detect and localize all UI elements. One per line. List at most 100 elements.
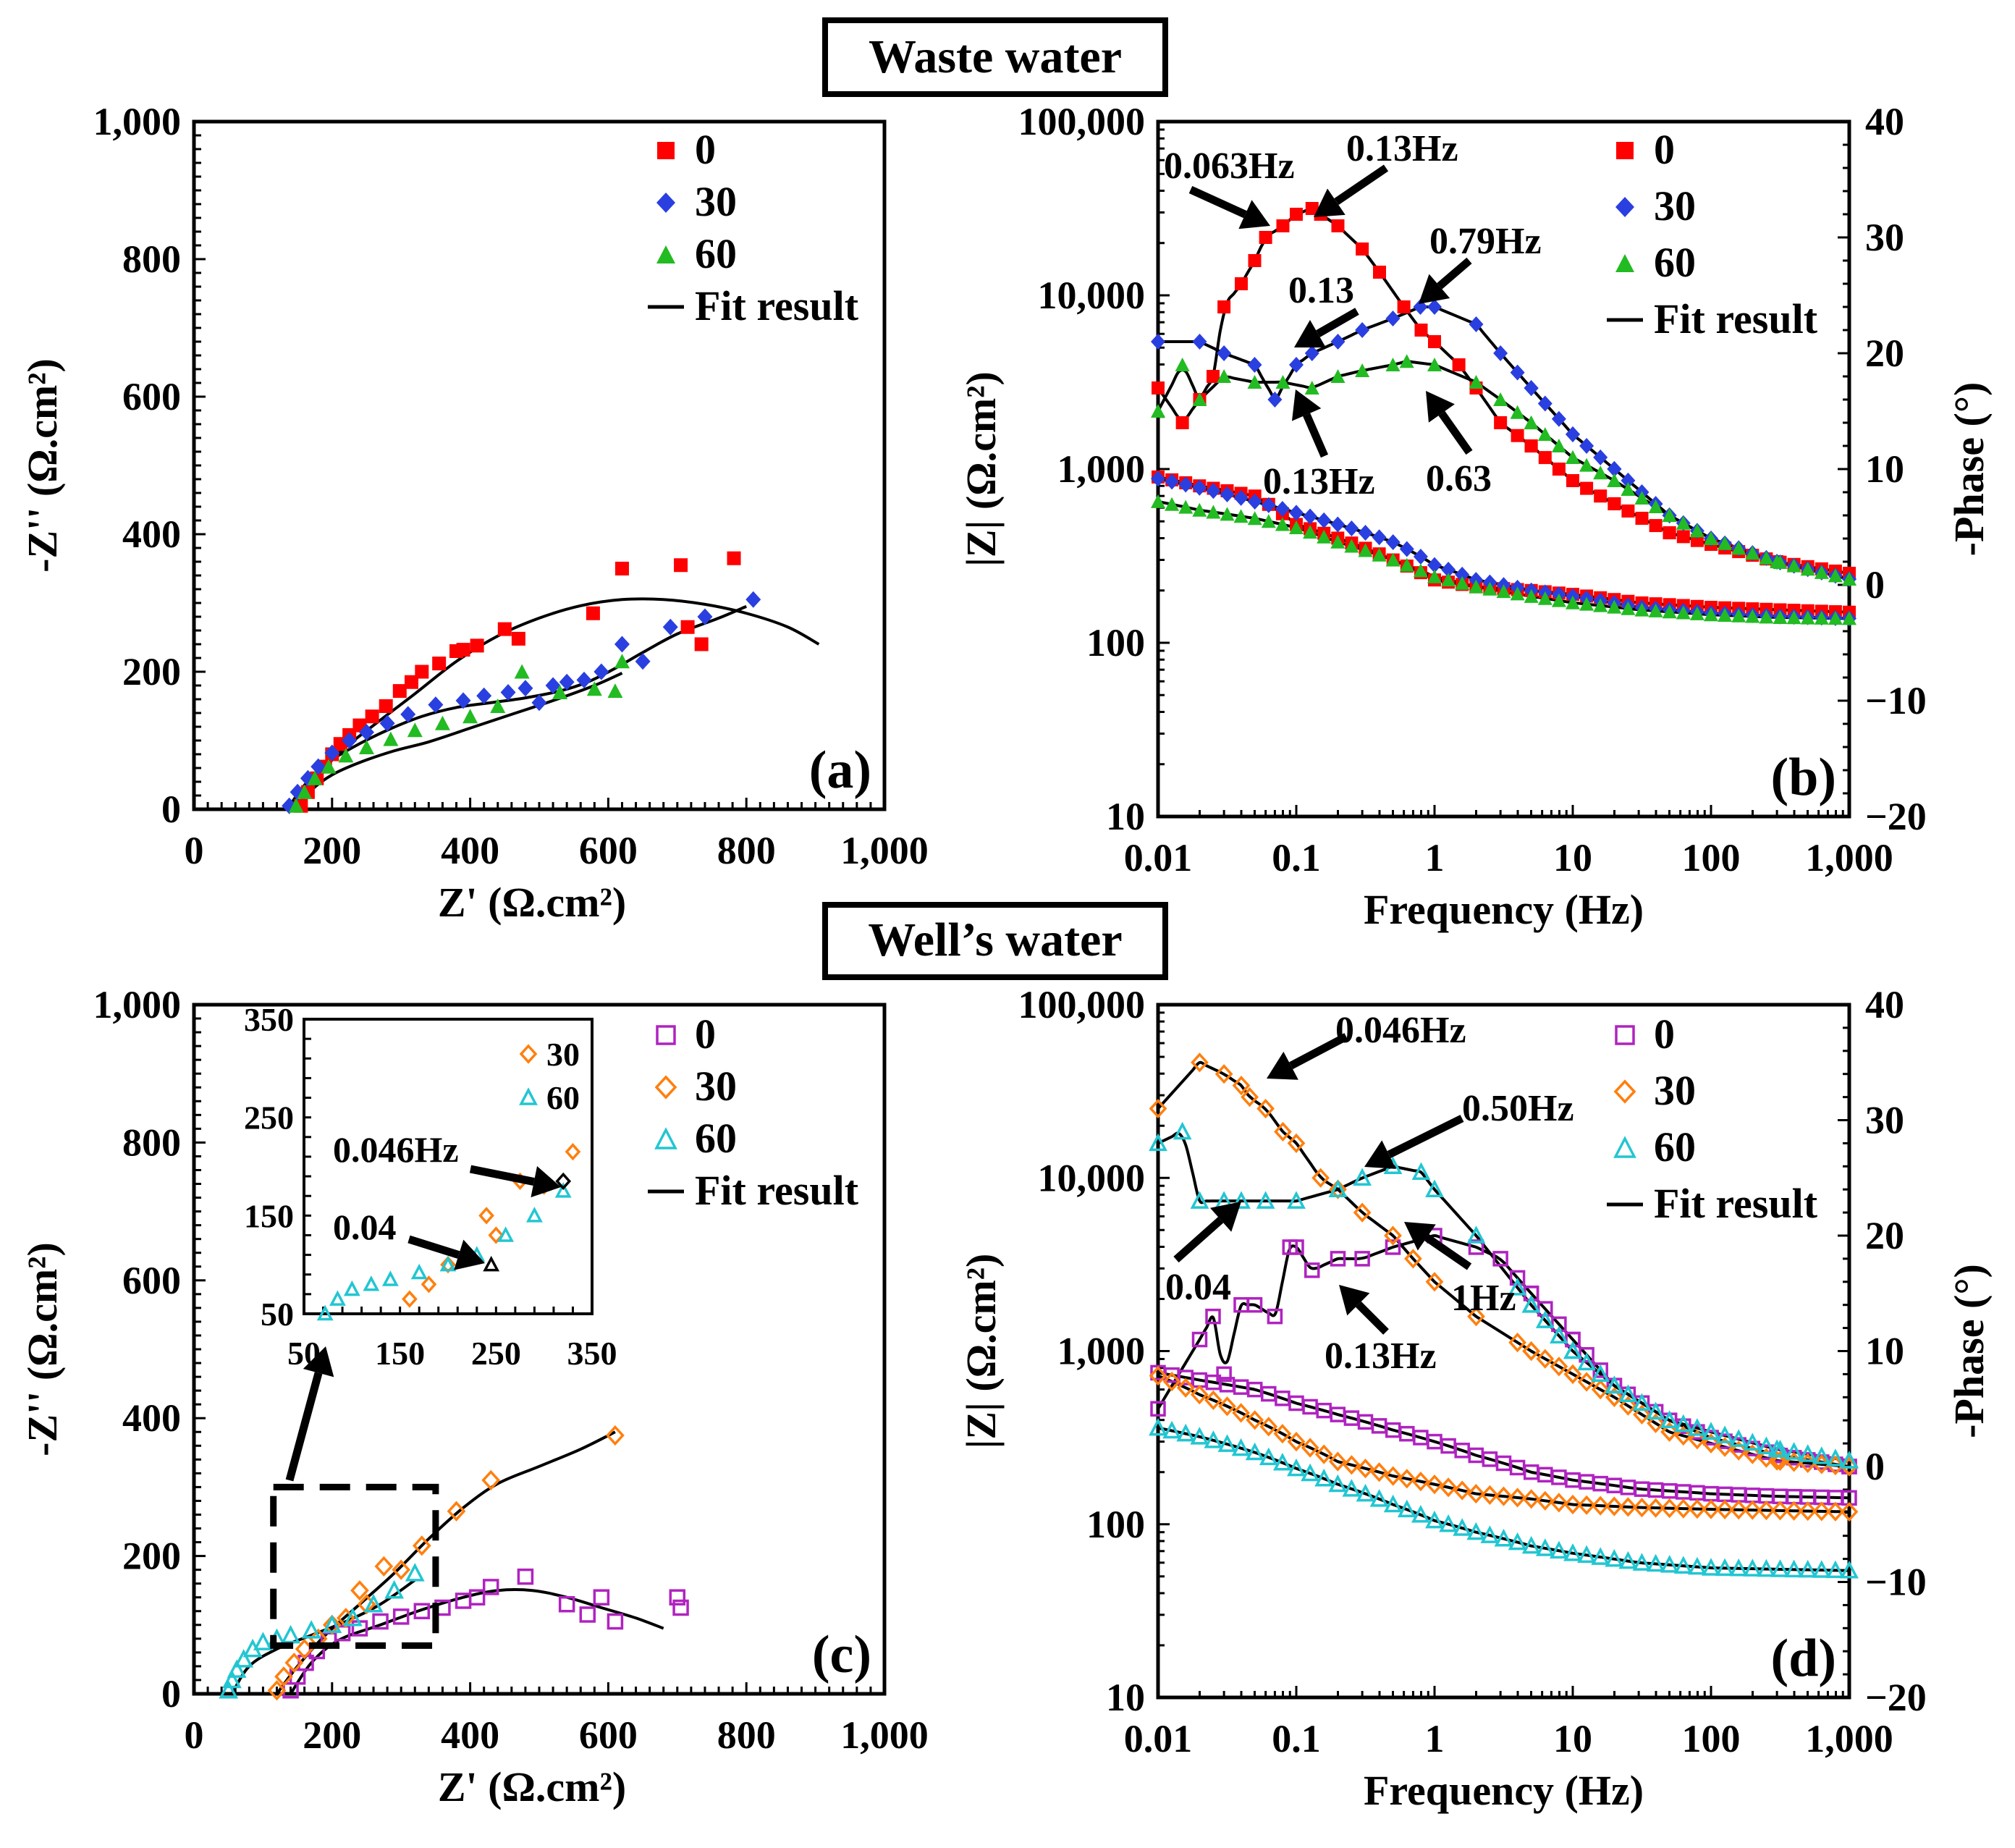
x-tick-label: 1,000: [1805, 1717, 1893, 1760]
phase-point: [1591, 1364, 1610, 1383]
inset-highlight-0046: [555, 1172, 572, 1190]
phase-point: [1384, 1225, 1402, 1246]
annotation-label-1: 0.50Hz: [1462, 1088, 1574, 1129]
annotation-arrow-4-shaft: [1303, 413, 1329, 458]
impedance-point: [1261, 497, 1276, 513]
y-axis-label: -Z'' (Ω.cm²): [19, 1242, 66, 1456]
phase-point: [1247, 357, 1262, 373]
impedance-point: [1301, 1463, 1319, 1482]
data-point: [379, 699, 393, 713]
legend-label: 30: [1654, 182, 1696, 229]
impedance-point: [1799, 1501, 1817, 1522]
phase-point: [1773, 555, 1788, 570]
phase-point: [1149, 1098, 1167, 1119]
legend-label: Fit result: [1654, 295, 1818, 342]
phase-point: [1647, 1413, 1665, 1433]
phase-point: [1468, 1239, 1484, 1255]
data-point: [579, 1606, 596, 1623]
impedance-point: [1427, 557, 1442, 573]
phase-point: [1648, 499, 1663, 514]
annotation-arrow-4-shaft: [1355, 1301, 1389, 1335]
inset-point-60: [343, 1280, 360, 1296]
annotation-arrow-5-shaft: [1438, 410, 1473, 455]
phase-point: [1715, 1437, 1734, 1457]
annotation-arrow-2-shaft: [1437, 257, 1472, 290]
impedance-point: [1233, 489, 1249, 506]
data-point: [447, 1501, 466, 1522]
impedance-point: [1356, 1459, 1374, 1479]
phase-point: [1536, 1349, 1555, 1369]
y-tick-label: 10: [1106, 1676, 1145, 1719]
impedance-point: [1328, 1474, 1348, 1493]
impedance-point: [1330, 516, 1346, 533]
annotation-arrow-4: [1339, 1285, 1389, 1335]
data-point: [545, 677, 561, 694]
inset-x-tick-label: 250: [471, 1335, 521, 1372]
data-point: [455, 692, 471, 709]
impedance-point: [1165, 473, 1180, 490]
series-30: [1149, 1052, 1859, 1522]
impedance-point: [1245, 1442, 1264, 1461]
x-tick-label: 200: [303, 829, 361, 872]
impedance-point: [1729, 1500, 1748, 1520]
series-60: [1149, 1121, 1859, 1579]
inset-y-tick-label: 50: [261, 1296, 294, 1333]
phase-point: [1508, 1278, 1527, 1296]
phase-point: [1662, 508, 1677, 523]
impedance-point: [1718, 608, 1733, 623]
phase-point: [1152, 381, 1165, 395]
y-tick-label: 200: [122, 650, 181, 693]
x-axis-label: Z' (Ω.cm²): [438, 879, 626, 926]
x-tick-label: 0.1: [1272, 836, 1321, 879]
phase-point: [1579, 437, 1594, 454]
data-point: [307, 770, 323, 785]
panel-d-bode-well: 0.01 0.1 1 10 100 1,000101001,00010,000100,00…: [958, 983, 1993, 1814]
impedance-point: [1176, 1377, 1195, 1398]
panel-label: (d): [1771, 1629, 1836, 1688]
phase-point: [1493, 345, 1508, 361]
phase-point: [1397, 300, 1411, 313]
data-point: [412, 1535, 431, 1556]
phase-point: [1563, 1341, 1582, 1359]
impedance-point: [1480, 1525, 1500, 1543]
inset-x-tick-label: 350: [567, 1335, 617, 1372]
inset-point-60: [410, 1263, 428, 1280]
y-tick-label: 100,000: [1018, 100, 1146, 143]
series-30: [267, 1425, 625, 1701]
phase-point: [1330, 369, 1346, 383]
y-tick-label: 800: [122, 237, 181, 281]
impedance-point: [1469, 579, 1484, 594]
phase-point: [1267, 392, 1283, 408]
impedance-point: [1151, 494, 1165, 508]
impedance-point: [1453, 1480, 1471, 1501]
impedance-point: [1773, 609, 1788, 624]
impedance-point: [1535, 1538, 1555, 1556]
impedance-point: [1481, 1485, 1499, 1505]
phase-point: [1828, 568, 1843, 583]
phase-point: [1246, 1296, 1263, 1313]
impedance-point: [1206, 505, 1221, 519]
inset-x-tick-label: 150: [375, 1335, 425, 1372]
impedance-point: [1759, 609, 1774, 624]
phase-point: [1151, 334, 1165, 350]
fit-phase-30: [1158, 305, 1850, 581]
impedance-point: [1178, 476, 1194, 493]
inset-chart: 50 150 250 350 50 150 250 350 30 60 0.046Hz 0.04: [244, 1001, 617, 1372]
y-tick-label: 400: [122, 1396, 181, 1440]
fit-impedance-60: [1157, 499, 1850, 620]
phase-point: [1663, 526, 1676, 540]
y2-axis-label: -Phase (°): [1946, 382, 1993, 557]
impedance-point: [1633, 1498, 1651, 1518]
data-point: [614, 562, 629, 575]
phase-point: [1191, 1052, 1209, 1073]
impedance-point: [1192, 479, 1207, 496]
impedance-point: [1745, 609, 1760, 623]
phase-point: [1404, 1249, 1422, 1269]
y2-tick-label: −20: [1865, 795, 1927, 838]
annotation-arrow-1-shaft: [1334, 164, 1389, 206]
impedance-point: [1178, 499, 1194, 514]
impedance-point: [1246, 1410, 1264, 1430]
impedance-point: [1317, 529, 1332, 544]
impedance-point: [1814, 610, 1829, 625]
